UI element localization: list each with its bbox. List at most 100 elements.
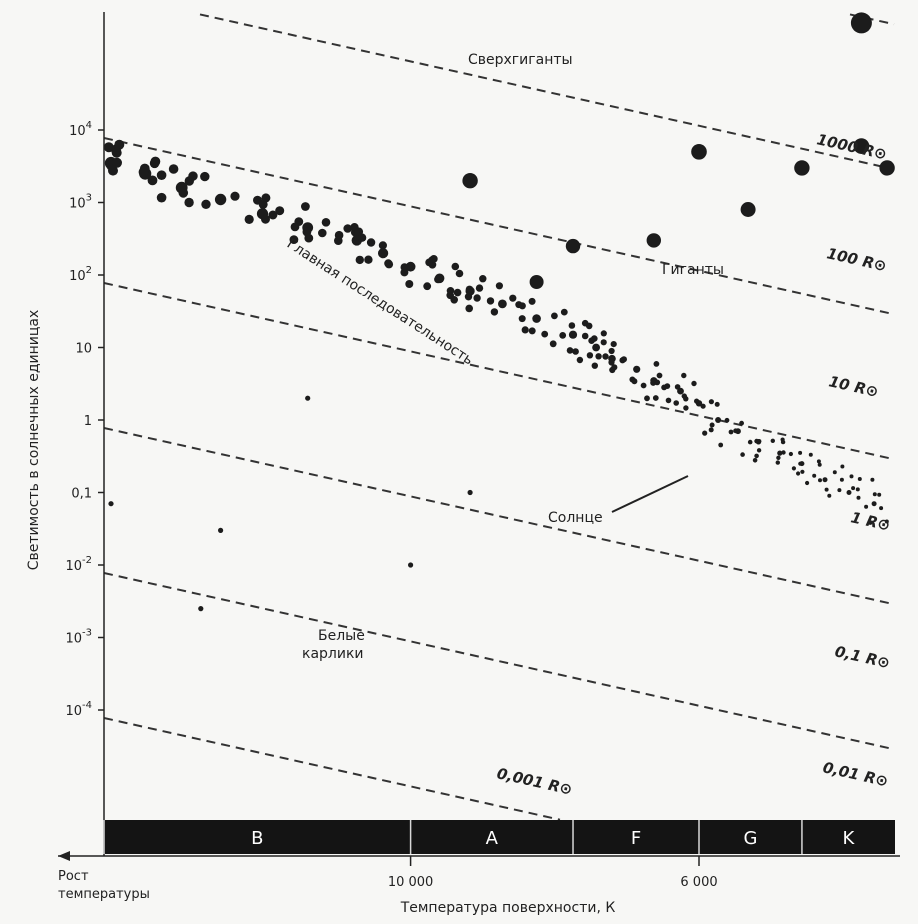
main-sequence-star <box>856 495 861 500</box>
main-sequence-star <box>644 395 650 402</box>
main-sequence-star <box>551 312 558 320</box>
main-sequence-star <box>724 417 730 423</box>
giant-star <box>529 275 544 289</box>
main-sequence-star <box>473 294 481 302</box>
main-sequence-star <box>450 296 459 304</box>
main-sequence-star <box>777 450 783 456</box>
main-sequence-star <box>868 520 873 525</box>
main-sequence-star <box>780 437 785 442</box>
giant-star <box>462 173 478 189</box>
main-sequence-star <box>184 197 194 208</box>
x-axis-title: Температура поверхности, К <box>400 900 616 916</box>
main-sequence-star <box>824 487 829 492</box>
x-tick-label: 6 000 <box>680 875 717 890</box>
sun-pointer <box>611 475 689 513</box>
main-sequence-star <box>592 343 600 352</box>
main-sequence-star <box>400 263 409 272</box>
main-sequence-star <box>576 356 584 364</box>
main-sequence-star <box>355 255 364 265</box>
main-sequence-star <box>812 473 817 478</box>
main-sequence-star <box>798 461 803 466</box>
main-sequence-star <box>715 417 722 423</box>
main-sequence-star <box>321 218 331 227</box>
main-sequence-star <box>549 340 557 348</box>
main-sequence-star <box>839 477 844 482</box>
spectral-class-label: B <box>251 828 263 849</box>
main-sequence-star <box>318 228 327 238</box>
main-sequence-star <box>781 450 786 455</box>
main-sequence-star <box>665 397 672 404</box>
sun-label: Солнце <box>548 510 603 526</box>
x-axis-note: Рост температуры <box>58 869 150 902</box>
x-axis-arrow <box>58 851 70 861</box>
supergiant-star <box>850 12 872 34</box>
main-sequence-star <box>168 164 179 174</box>
main-sequence-star <box>405 280 414 288</box>
main-sequence-star <box>289 235 299 245</box>
main-sequence-star <box>733 428 738 434</box>
y-tick-label: 10-2 <box>65 555 92 574</box>
main-sequence-star <box>608 347 615 355</box>
main-sequence-star <box>214 193 227 206</box>
main-sequence-star <box>560 308 568 316</box>
main-sequence-star <box>103 142 114 153</box>
main-sequence-star <box>714 401 720 407</box>
main-sequence-star <box>884 519 889 524</box>
main-sequence-star <box>702 430 708 436</box>
main-sequence-star <box>475 284 484 292</box>
main-sequence-star <box>837 488 842 493</box>
main-sequence-star <box>691 380 697 387</box>
y-tick-label: 1 <box>84 414 92 429</box>
main-sequence-star <box>586 352 594 359</box>
main-sequence-star <box>334 236 343 245</box>
main-sequence-star <box>608 359 615 366</box>
main-sequence-star <box>656 372 663 379</box>
main-sequence-star <box>156 170 167 180</box>
main-sequence-star <box>581 332 589 340</box>
main-sequence-star <box>816 459 821 464</box>
main-sequence-star <box>653 361 660 367</box>
main-sequence-star <box>230 191 240 201</box>
main-sequence-star <box>150 156 161 167</box>
main-sequence-star <box>201 199 211 209</box>
main-sequence-star <box>796 471 801 476</box>
main-sequence-star <box>518 315 526 323</box>
main-sequence-star <box>521 326 529 334</box>
main-sequence-star <box>515 301 523 309</box>
y-tick-label: 10-3 <box>65 628 92 647</box>
main-sequence-star <box>261 193 271 203</box>
main-sequence-star <box>585 322 593 330</box>
main-sequence-star <box>301 202 310 211</box>
main-sequence-star <box>877 492 882 497</box>
main-sequence-star <box>453 288 462 297</box>
main-sequence-star <box>486 297 495 305</box>
main-sequence-star <box>709 422 715 428</box>
main-sequence-star <box>818 478 822 483</box>
y-ticks: 10-410-310-20,1110102103104106108 <box>65 120 104 719</box>
main-sequence-star <box>840 464 845 469</box>
main-sequence-star <box>700 403 706 409</box>
main-sequence-star <box>451 262 460 271</box>
spectral-class-label: K <box>843 828 856 849</box>
main-sequence-star <box>200 171 210 182</box>
spectral-class-label: A <box>486 828 499 849</box>
main-sequence-star <box>652 395 659 401</box>
white-dwarf-star <box>408 562 414 568</box>
y-tick-label: 104 <box>69 120 92 139</box>
main-sequence-star <box>188 171 198 181</box>
main-sequence-star <box>114 139 125 150</box>
main-sequence-star <box>304 233 314 243</box>
main-sequence-star <box>728 429 734 435</box>
main-sequence-star <box>566 347 574 354</box>
white-dwarf-star <box>108 501 114 507</box>
main-sequence-star <box>870 477 875 482</box>
main-sequence-star <box>541 330 549 338</box>
spectral-class-label: G <box>743 828 757 849</box>
white-dwarf-star <box>305 395 311 401</box>
main-sequence-star <box>384 260 394 269</box>
main-sequence-star <box>429 255 438 263</box>
main-sequence-star <box>111 147 122 158</box>
y-tick-label: 10-4 <box>65 700 92 719</box>
main-sequence-star <box>609 366 616 374</box>
